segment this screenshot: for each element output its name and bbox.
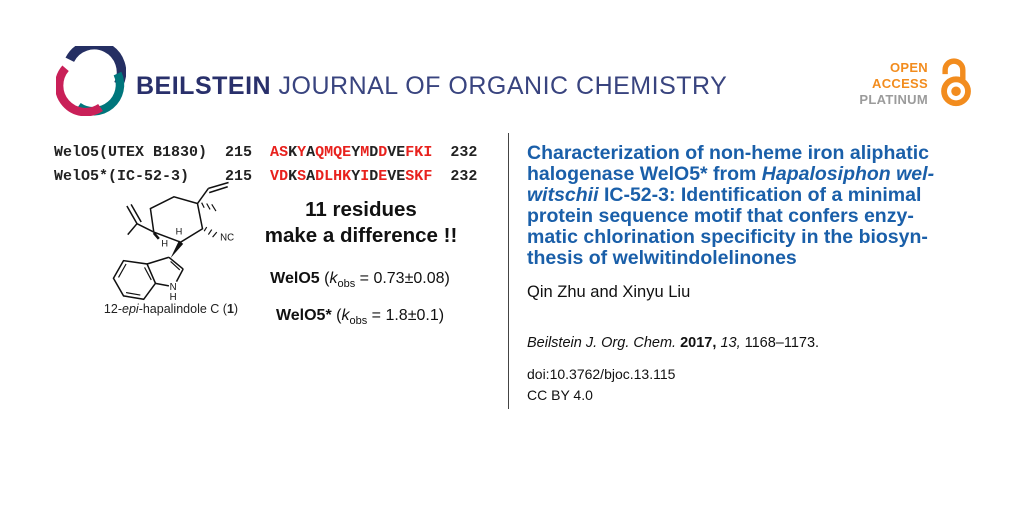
text-segment: Characterization of non-heme iron alipha… (527, 142, 929, 164)
residue: S (297, 168, 307, 185)
text-segment: matic chlorination specificity in the bi… (527, 226, 928, 248)
text-segment: -hapalindole C ( (138, 302, 227, 316)
residue: E (396, 168, 406, 185)
authors: Qin Zhu and Xinyu Liu (527, 283, 691, 301)
title-line: matic chlorination specificity in the bi… (527, 227, 997, 248)
residue: F (405, 144, 415, 161)
residue: I (423, 144, 433, 161)
residue: S (405, 168, 415, 185)
residue: E (342, 144, 352, 161)
residue: K (342, 168, 352, 185)
text-segment: halogenase WelO5* from (527, 163, 762, 185)
isocyanide-label: NC (220, 232, 234, 243)
residue: V (387, 168, 397, 185)
open-access-line2: ACCESS (872, 76, 928, 91)
text-segment: witschii (527, 184, 599, 206)
residue: Y (351, 144, 361, 161)
residue: A (306, 144, 316, 161)
text-segment: epi (122, 302, 139, 316)
text-segment: 12- (103, 302, 122, 316)
alignment-label: WelO5*(IC-52-3) 215 (54, 168, 271, 185)
open-access-line1: OPEN (889, 60, 928, 75)
residue: H (333, 168, 343, 185)
alignment-row: WelO5*(IC-52-3) 215 VDKSADLHKYIDEVESKF 2… (54, 165, 477, 189)
residue: M (360, 144, 370, 161)
text-segment: ) (233, 302, 239, 316)
open-access-line3: PLATINUM (859, 92, 928, 107)
headline-line2: make a difference !! (264, 224, 458, 247)
vertical-divider (508, 133, 509, 409)
residue: Y (351, 168, 361, 185)
title-line: protein sequence motif that confers enzy… (527, 206, 997, 227)
doi-text: doi:10.3762/bjoc.13.115 (527, 366, 676, 382)
text-segment: Hapalosiphon wel- (761, 163, 935, 185)
text-segment: protein sequence motif that confers enzy… (527, 205, 914, 227)
residue: V (270, 168, 280, 185)
residue: D (369, 168, 379, 185)
headline: 11 residues make a difference !! (236, 197, 486, 249)
nh-hydrogen-label: H (170, 292, 177, 303)
residue: D (369, 144, 379, 161)
alignment-end-number: 232 (432, 144, 478, 161)
residue: D (378, 144, 388, 161)
kinetics-line: WelO5* (kobs = 1.8±0.1) (275, 307, 445, 328)
residue: K (414, 168, 424, 185)
stereo-hydrogen-label-1: H (161, 238, 168, 248)
text-segment: 13, (720, 335, 745, 351)
journal-title-bold: BEILSTEIN (136, 72, 272, 100)
molecule-structure: NC N H H H (112, 181, 234, 303)
text-segment: IC-52-3: Identification of a minimal (598, 184, 922, 206)
license-text: CC BY 4.0 (527, 387, 593, 403)
residue: Q (333, 144, 343, 161)
stereo-hydrogen-label-2: H (176, 227, 183, 237)
residue: I (360, 168, 370, 185)
beilstein-logo-icon (56, 46, 126, 116)
title-line: witschii IC-52-3: Identification of a mi… (527, 185, 997, 206)
title-line: Characterization of non-heme iron alipha… (527, 143, 997, 164)
residue: D (315, 168, 325, 185)
residue: A (306, 168, 316, 185)
open-access-text: OPEN ACCESS PLATINUM (859, 60, 928, 108)
residue: Y (297, 144, 307, 161)
journal-title-rest: JOURNAL OF ORGANIC CHEMISTRY (271, 72, 728, 100)
residue: K (414, 144, 424, 161)
text-segment: 2017, (680, 335, 721, 351)
open-lock-icon (941, 58, 971, 107)
sequence-alignment: WelO5(UTEX B1830) 215 ASKYAQMQEYMDDVEFKI… (54, 141, 477, 189)
nitrogen-label: N (170, 282, 177, 293)
title-line: thesis of welwitindolelinones (527, 248, 997, 269)
residue: A (270, 144, 280, 161)
text-segment: 1 (226, 302, 234, 316)
headline-line1: 11 residues (305, 198, 417, 221)
residue: E (378, 168, 388, 185)
title-line: halogenase WelO5* from Hapalosiphon wel- (527, 164, 997, 185)
article-title: Characterization of non-heme iron alipha… (527, 143, 997, 269)
residue: M (324, 144, 334, 161)
residue: K (288, 168, 298, 185)
residue: K (288, 144, 298, 161)
alignment-label: WelO5(UTEX B1830) 215 (54, 144, 271, 161)
alignment-row: WelO5(UTEX B1830) 215 ASKYAQMQEYMDDVEFKI… (54, 141, 477, 165)
open-access-badge: OPEN ACCESS PLATINUM (859, 58, 976, 110)
kinetics-line: WelO5 (kobs = 0.73±0.08) (270, 270, 450, 291)
kinetics-summary: WelO5 (kobs = 0.73±0.08) WelO5* (kobs = 1… (232, 263, 488, 337)
residue: F (423, 168, 433, 185)
text-segment: 1168–1173. (744, 335, 820, 351)
residue: D (279, 168, 289, 185)
alignment-end-number: 232 (432, 168, 478, 185)
residue: V (387, 144, 397, 161)
citation-line: Beilstein J. Org. Chem. 2017, 13, 1168–1… (527, 335, 819, 351)
journal-title: BEILSTEIN JOURNAL OF ORGANIC CHEMISTRY (136, 72, 727, 101)
residue: E (396, 144, 406, 161)
text-segment: Beilstein J. Org. Chem. (527, 335, 681, 351)
residue: Q (315, 144, 325, 161)
compound-caption: 12-epi-hapalindole C (1) (86, 302, 256, 316)
text-segment: thesis of welwitindolelinones (527, 247, 797, 269)
residue: S (279, 144, 289, 161)
residue: L (324, 168, 334, 185)
